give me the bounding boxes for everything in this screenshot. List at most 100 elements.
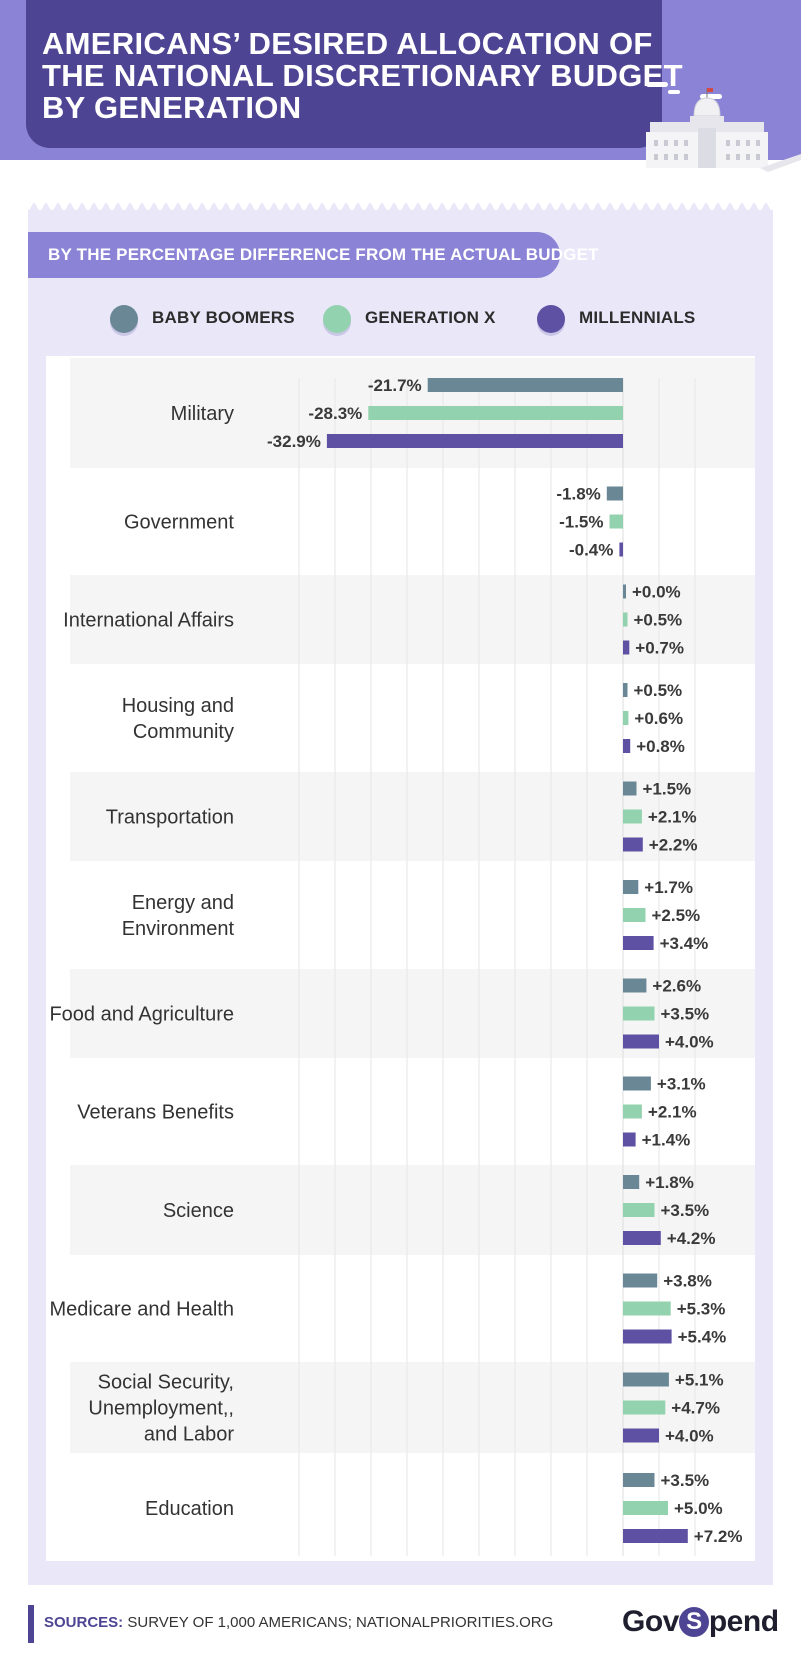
- data-label-food-and-agriculture-millennials: +4.0%: [665, 1033, 714, 1052]
- category-label-medicare-and-health: Medicare and Health: [49, 1299, 234, 1321]
- bar-veterans-benefits-millennials: [623, 1132, 636, 1147]
- category-label-education: Education: [145, 1498, 234, 1520]
- chart-subtitle: BY THE PERCENTAGE DIFFERENCE FROM THE AC…: [28, 232, 599, 278]
- bar-energy-and-environment-baby-boomers: [623, 880, 639, 894]
- bar-veterans-benefits-generation-x: [623, 1104, 642, 1119]
- data-label-education-generation-x: +5.0%: [674, 1499, 723, 1518]
- data-label-housing-and-community-generation-x: +0.6%: [634, 709, 683, 728]
- legend-label-millennials: MILLENNIALS: [579, 308, 696, 327]
- bar-veterans-benefits-baby-boomers: [623, 1076, 651, 1091]
- bar-international-affairs-millennials: [623, 640, 630, 655]
- bar-housing-and-community-baby-boomers: [623, 683, 628, 697]
- data-label-energy-and-environment-baby-boomers: +1.7%: [644, 878, 693, 897]
- category-label-food-and-agriculture: Food and Agriculture: [49, 1004, 234, 1026]
- data-label-medicare-and-health-generation-x: +5.3%: [677, 1300, 726, 1319]
- legend-label-baby-boomers: BABY BOOMERS: [152, 308, 295, 327]
- category-label-military: Military: [171, 403, 234, 425]
- category-label-line: Social Security,: [98, 1372, 234, 1394]
- category-label-line: Veterans Benefits: [77, 1102, 234, 1124]
- bar-social-security-unemployment-and-labor-generation-x: [623, 1400, 666, 1415]
- bar-science-millennials: [623, 1231, 661, 1245]
- data-label-transportation-generation-x: +2.1%: [648, 808, 697, 827]
- bar-government-baby-boomers: [606, 486, 623, 501]
- category-label-line: Government: [124, 512, 234, 534]
- bar-education-generation-x: [623, 1501, 668, 1515]
- bar-energy-and-environment-generation-x: [623, 908, 646, 922]
- data-label-veterans-benefits-millennials: +1.4%: [642, 1131, 691, 1150]
- category-label-science: Science: [163, 1200, 234, 1222]
- data-label-international-affairs-millennials: +0.7%: [635, 639, 684, 658]
- data-label-science-generation-x: +3.5%: [661, 1201, 710, 1220]
- data-label-military-generation-x: -28.3%: [308, 404, 362, 423]
- bar-military-generation-x: [368, 406, 623, 420]
- data-label-education-baby-boomers: +3.5%: [661, 1471, 710, 1490]
- category-label-line: Military: [171, 403, 234, 425]
- data-label-veterans-benefits-baby-boomers: +3.1%: [657, 1075, 706, 1094]
- bar-social-security-unemployment-and-labor-millennials: [623, 1428, 659, 1443]
- category-label-government: Government: [124, 512, 234, 534]
- bar-international-affairs-baby-boomers: [623, 584, 626, 599]
- panel-zigzag-edge: [28, 202, 773, 212]
- bar-social-security-unemployment-and-labor-baby-boomers: [623, 1372, 669, 1387]
- data-label-energy-and-environment-millennials: +3.4%: [660, 934, 709, 953]
- data-label-international-affairs-generation-x: +0.5%: [634, 611, 683, 630]
- data-label-government-baby-boomers: -1.8%: [556, 485, 600, 504]
- data-label-military-millennials: -32.9%: [267, 432, 321, 451]
- data-label-veterans-benefits-generation-x: +2.1%: [648, 1103, 697, 1122]
- data-label-government-generation-x: -1.5%: [559, 513, 603, 532]
- data-label-social-security-unemployment-and-labor-millennials: +4.0%: [665, 1427, 714, 1446]
- logo-s-icon: S: [678, 1607, 709, 1637]
- sources-note: SOURCES: SURVEY OF 1,000 AMERICANS; NATI…: [44, 1614, 553, 1631]
- category-label-social-security-unemployment-and-labor: Social Security, Unemployment,, and Labor: [88, 1372, 234, 1446]
- bar-medicare-and-health-generation-x: [623, 1301, 671, 1316]
- data-label-military-baby-boomers: -21.7%: [368, 376, 422, 395]
- data-label-social-security-unemployment-and-labor-generation-x: +4.7%: [671, 1399, 720, 1418]
- bar-medicare-and-health-baby-boomers: [623, 1273, 658, 1288]
- data-label-housing-and-community-millennials: +0.8%: [636, 737, 685, 756]
- bar-military-millennials: [326, 434, 623, 448]
- bar-military-baby-boomers: [427, 378, 623, 392]
- data-label-science-baby-boomers: +1.8%: [645, 1173, 694, 1192]
- category-label-line: International Affairs: [63, 610, 234, 632]
- logo-text-left: Gov: [622, 1605, 679, 1638]
- sources-label: SOURCES:: [44, 1614, 124, 1631]
- category-label-line: Food and Agriculture: [49, 1004, 234, 1026]
- chart-plot-background: [46, 356, 755, 1561]
- data-label-transportation-millennials: +2.2%: [649, 836, 698, 855]
- category-label-line: Environment: [122, 918, 235, 940]
- category-label-international-affairs: International Affairs: [63, 610, 234, 632]
- page-title-line-1: AMERICANS’ DESIRED ALLOCATION OF: [42, 26, 653, 61]
- category-label-line: Transportation: [106, 807, 234, 829]
- bar-science-baby-boomers: [623, 1175, 640, 1189]
- data-label-international-affairs-baby-boomers: +0.0%: [632, 583, 681, 602]
- bar-science-generation-x: [623, 1203, 655, 1217]
- bar-transportation-generation-x: [623, 809, 642, 824]
- category-label-line: Education: [145, 1498, 234, 1520]
- bar-transportation-baby-boomers: [623, 781, 637, 796]
- data-label-energy-and-environment-generation-x: +2.5%: [652, 906, 701, 925]
- bar-housing-and-community-generation-x: [623, 711, 629, 725]
- data-label-medicare-and-health-millennials: +5.4%: [678, 1328, 727, 1347]
- bar-energy-and-environment-millennials: [623, 936, 654, 950]
- data-label-social-security-unemployment-and-labor-baby-boomers: +5.1%: [675, 1371, 724, 1390]
- bar-food-and-agriculture-generation-x: [623, 1006, 655, 1021]
- category-label-line: Medicare and Health: [49, 1299, 234, 1321]
- title-box: [26, 0, 662, 148]
- category-label-line: Housing and: [122, 695, 234, 717]
- bar-government-millennials: [619, 542, 623, 557]
- category-label-line: Science: [163, 1200, 234, 1222]
- category-label-veterans-benefits: Veterans Benefits: [77, 1102, 234, 1124]
- data-label-housing-and-community-baby-boomers: +0.5%: [634, 681, 683, 700]
- data-label-food-and-agriculture-baby-boomers: +2.6%: [652, 977, 701, 996]
- capitol-building-icon: [646, 82, 801, 172]
- legend-swatch-baby-boomers: [110, 305, 138, 333]
- category-label-housing-and-community: Housing and Community: [122, 695, 234, 743]
- bar-medicare-and-health-millennials: [623, 1329, 672, 1344]
- row-band-international-affairs: [70, 575, 755, 664]
- category-label-line: and Labor: [144, 1424, 234, 1446]
- data-label-food-and-agriculture-generation-x: +3.5%: [661, 1005, 710, 1024]
- data-label-government-millennials: -0.4%: [569, 541, 613, 560]
- legend-swatch-generation-x: [323, 305, 351, 333]
- data-label-science-millennials: +4.2%: [667, 1229, 716, 1248]
